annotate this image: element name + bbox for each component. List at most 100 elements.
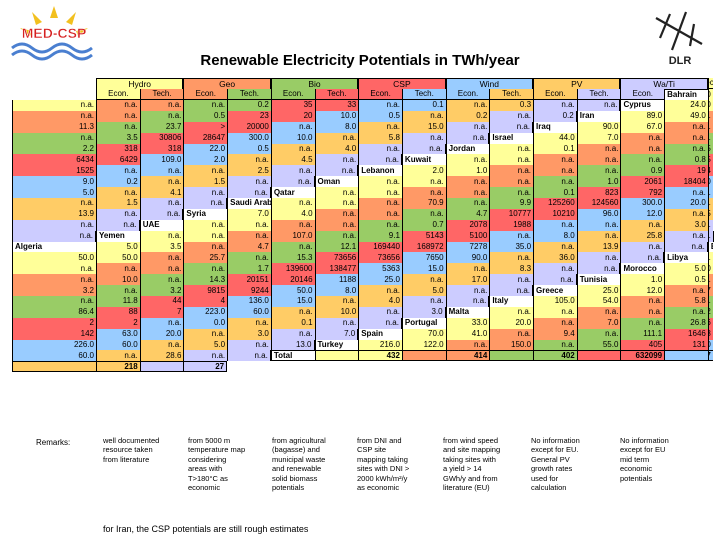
footnote: for Iran, the CSP potentials are still r… [103,524,309,534]
country-label: Malta [445,306,490,318]
table-cell: 1646 [664,328,708,340]
table-cell: n.a. [358,143,402,155]
table-cell: 105.0 [533,296,577,307]
table-cell: 1525 [12,165,96,177]
table-cell: n.a. [445,339,490,351]
table-cell: n.a. [533,154,577,166]
table-cell: n.a. [664,306,708,318]
table-cell: 1.5 [707,143,713,155]
table-cell: 8.0 [533,230,577,242]
remark-line: areas with [188,464,223,474]
column-header: Econ. [96,89,140,100]
table-cell: 17.0 [445,274,490,286]
table-cell: n.a. [227,154,271,166]
table-cell: n.a. [445,263,490,275]
table-cell: 2.0 [183,154,228,166]
table-cell: n.a. [533,165,577,177]
table-cell: 2078 [445,219,490,231]
table-cell: 20.0 [139,328,184,340]
table-cell: 7 [139,306,184,318]
table-cell: 0.9 [620,165,665,177]
table-cell: 6429 [96,154,140,166]
table-cell: n.a. [445,187,490,199]
remark-line: used for [531,473,559,483]
table-cell: 67.0 [620,121,665,133]
table-cell: 4.0 [270,208,315,220]
remark-1: well documented resource taken from litera… [103,436,159,464]
table-cell: n.a. [96,285,140,297]
table-cell: n.a. [445,176,490,188]
table-cell: 10.0 [270,132,315,144]
table-cell: n.a. [270,219,315,231]
table-cell: 0.2 [533,110,577,122]
table-cell: 3.0 [227,328,271,340]
country-label: Iraq [533,121,577,133]
remark-line: and renewable [272,464,322,474]
table-cell: 0.2 [96,176,140,188]
remark-line: from DNI and [357,436,402,445]
table-cell: n.a. [314,317,359,329]
table-cell: n.a. [707,274,713,286]
table-cell: n.a. [12,110,96,122]
table-cell: 70.9 [401,198,446,209]
table-cell: 90.0 [445,252,490,264]
column-header: Econ. [183,89,228,100]
table-cell: 5.0 [12,187,96,199]
table-cell: n.a. [12,263,96,275]
table-cell: 0.1 [533,143,577,155]
table-cell: 33.0 [445,317,490,329]
table-cell: 436 [707,317,713,329]
remark-line: potentials [620,473,653,483]
remark-line: CSP site [357,445,387,455]
table-cell: 405 [620,339,665,351]
table-cell: 11.8 [96,296,140,307]
table-cell: > [183,121,228,133]
remark-line: growth rates [531,464,573,474]
table-cell: n.a. [139,252,184,264]
table-cell: n.a. [270,198,315,209]
table-cell: n.a. [358,176,402,188]
table-cell: n.a. [445,154,490,166]
table-cell: n.a. [270,121,315,133]
table-cell: 18404 [664,176,708,188]
table-cell: n.a. [314,154,359,166]
table-cell: n.a. [96,350,140,362]
remark-line: as economic [357,482,400,492]
table-cell: n.a. [183,230,228,242]
table-cell: 5363 [358,263,402,275]
table-cell: n.a. [12,230,96,242]
table-cell: 44.0 [533,132,577,144]
table-cell: n.a. [489,328,534,340]
table-cell: n.a. [707,219,713,231]
column-header: Tech. [401,89,446,100]
table-cell: 138477 [314,263,359,275]
table-cell: 0.1 [270,317,315,329]
table-cell: 142 [12,328,96,340]
table-cell: 23 [227,110,271,122]
table-cell: 125260 [533,198,577,209]
table-cell: 5143 [401,230,446,242]
table-cell: 12.1 [314,241,359,253]
table-cell: 96.0 [576,208,621,220]
table-cell: 0.5 [227,143,271,155]
table-cell: n.a. [227,187,271,199]
remark-line: solid biomass [272,473,318,483]
remark-line: taking sites with [443,454,496,464]
total-cell: 432 [358,350,402,362]
remark-line: calculation [531,482,567,492]
table-cell: n.a. [533,339,577,351]
table-cell: n.a. [227,252,271,264]
remarks-label: Remarks: [36,438,71,447]
table-cell: n.a. [620,317,665,329]
table-cell: 35.0 [489,241,534,253]
table-cell: 5.0 [183,339,228,351]
table-cell: 4 [183,296,228,307]
table-cell: 10.0 [96,274,140,286]
group-header: Hydro [96,78,184,89]
table-cell: n.a. [139,263,184,275]
table-cell: 9.9 [489,198,534,209]
table-cell: n.a. [314,132,359,144]
table-cell: 4.7 [227,241,271,253]
table-cell: n.a. [314,198,359,209]
country-label: Saudi Arabia [227,198,271,209]
